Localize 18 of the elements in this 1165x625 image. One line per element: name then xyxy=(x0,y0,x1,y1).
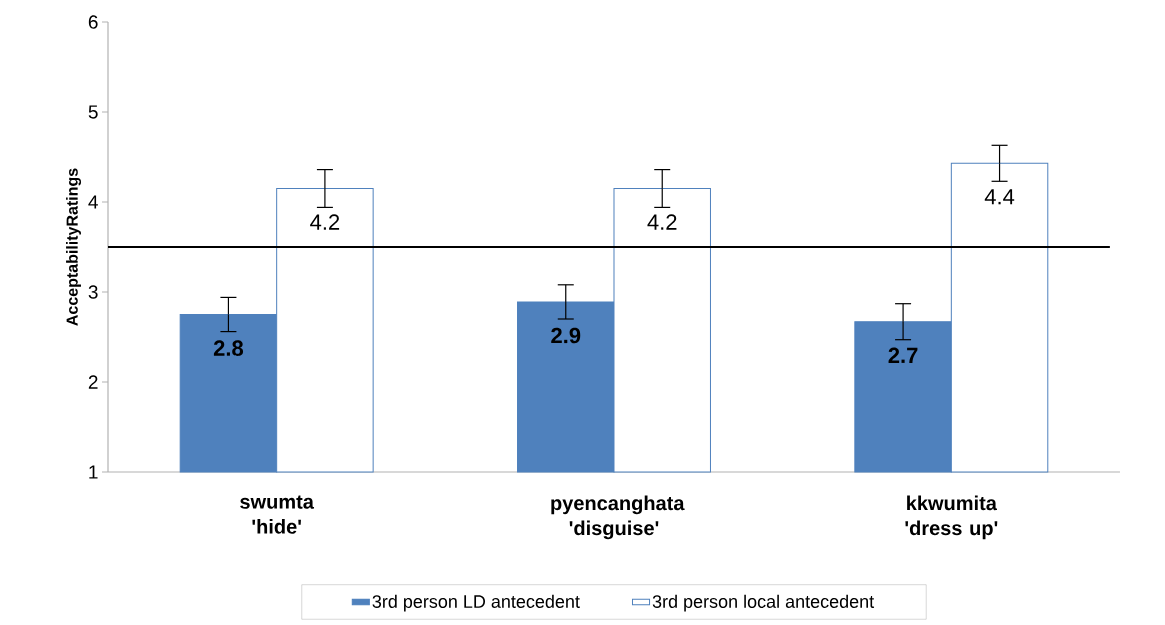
data-label: 4.2 xyxy=(647,214,677,230)
data-label: 4.2 xyxy=(310,214,340,230)
x-tick-label: kkwumita 'dress up' xyxy=(905,495,998,540)
y-tick-label: 6 xyxy=(88,15,98,29)
y-axis-title: AcceptabilityRatings xyxy=(66,168,82,326)
data-label: 2.7 xyxy=(888,347,918,363)
y-tick-label: 3 xyxy=(88,285,98,299)
y-tick-label: 5 xyxy=(88,105,98,119)
x-tick-label: swumta 'hide' xyxy=(240,495,315,534)
legend-label: 3rd person LD antecedent xyxy=(372,594,580,612)
y-tick-label: 4 xyxy=(88,195,98,209)
data-label: 4.4 xyxy=(984,189,1015,205)
legend-label: 3rd person local antecedent xyxy=(652,594,875,612)
data-label: 2.8 xyxy=(213,340,244,356)
y-tick-label: 1 xyxy=(89,465,98,479)
y-tick-label: 2 xyxy=(88,375,98,389)
data-label: 2.9 xyxy=(551,327,581,344)
x-tick-label: pyencanghata 'disguise' xyxy=(551,495,685,540)
